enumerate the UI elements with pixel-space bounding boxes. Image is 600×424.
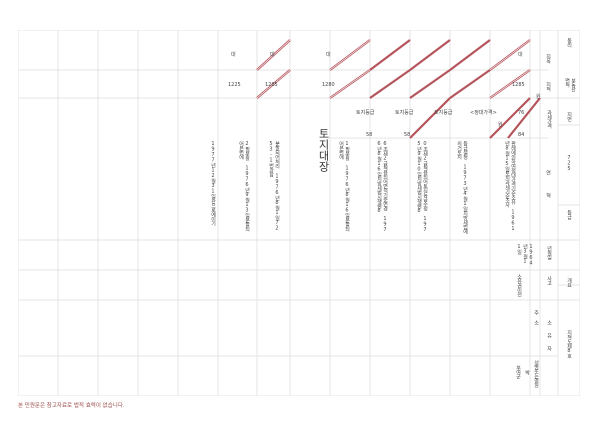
jibeon-value: 725	[566, 155, 572, 172]
jimok-3: 대	[326, 52, 331, 58]
label-date: 년월일	[546, 246, 552, 260]
history-entry-6: 0조제2급적용되어토지등급수정 1975년9월10일지방세법시행령8	[416, 141, 428, 233]
jimok-2: 대	[270, 52, 275, 58]
label-owner: 소유자	[546, 320, 552, 359]
owner-date: 1964년3월11일	[516, 244, 534, 266]
label-reason: 사고	[546, 276, 552, 285]
grade-value-2: 58	[404, 132, 411, 138]
grade-value-3: 76	[518, 110, 525, 116]
footer-note: 본 민원문은 참고자료로 법적 효력이 없습니다.	[18, 403, 125, 409]
label-address: 주소	[533, 310, 539, 330]
area-4: 1285	[512, 82, 525, 88]
grade-label-3: 토지등급	[434, 110, 453, 116]
owner-address: 부여군	[515, 365, 521, 379]
history-entry-1: 1977년12월31일관으로예이기	[210, 141, 216, 226]
label-name: 성명또는명칭	[533, 360, 539, 387]
owner-reason: 소유권이전	[516, 274, 522, 297]
label-dongri: 동리	[566, 38, 572, 47]
page-title: 토지대장	[317, 128, 330, 172]
area-1: 1225	[228, 82, 241, 88]
label-jimok: 지목	[545, 54, 551, 63]
land-register-table: 토지대장 지목 지적 과세가격 연혁 동리 부동산 면적 지번 725 등급 년…	[18, 30, 580, 396]
history-entry-7: 등급설정 1973년4월1일지방세법에의거토지	[456, 141, 468, 234]
grade-value-1: 58	[366, 132, 373, 138]
label-jibeon: 지번	[566, 112, 572, 121]
label-yeonhyeok: 연혁	[545, 170, 551, 216]
grade-label-1: 토지등급	[356, 110, 375, 116]
history-entry-8: 판례에의하여정대가격기준소유 1961년8월15일토지과세기준조사	[504, 141, 516, 232]
grid-lines	[18, 30, 580, 396]
grade-label-2: 토지등급	[395, 110, 414, 116]
history-entry-3: 분할되어처리 1976년8월1일7253-1번과합	[268, 141, 280, 231]
grade-value-4: 84	[518, 132, 525, 138]
label-gwase: 과세가격	[546, 110, 552, 128]
jimok-1: 대	[231, 52, 236, 58]
label-overview: 개요	[566, 278, 572, 287]
label-grade: 등급	[566, 210, 572, 219]
jijeok-number: 지적도제8호	[566, 330, 572, 358]
area-3: 1280	[322, 82, 335, 88]
label-area-unit: 부동산 면적	[564, 78, 576, 92]
grade-label-4: <정대가격>	[470, 110, 497, 116]
label-jijeok: 지적	[545, 82, 551, 91]
jimok-4: 대	[518, 52, 523, 58]
history-entry-4: 1필부활 1976년8월16일분할되어본번에	[338, 141, 350, 231]
history-entry-5: 6조제2급적용되어면적기준변경 1976년8월16일지방세법시행령8	[376, 141, 388, 233]
unit-won: 원	[498, 122, 503, 128]
unit-won-2: 원	[536, 94, 541, 100]
owner-name: 박	[524, 370, 530, 375]
area-2: 1285	[265, 82, 278, 88]
history-entry-2: 2필부활 1976년9월13일분할되어본번에	[238, 141, 250, 231]
